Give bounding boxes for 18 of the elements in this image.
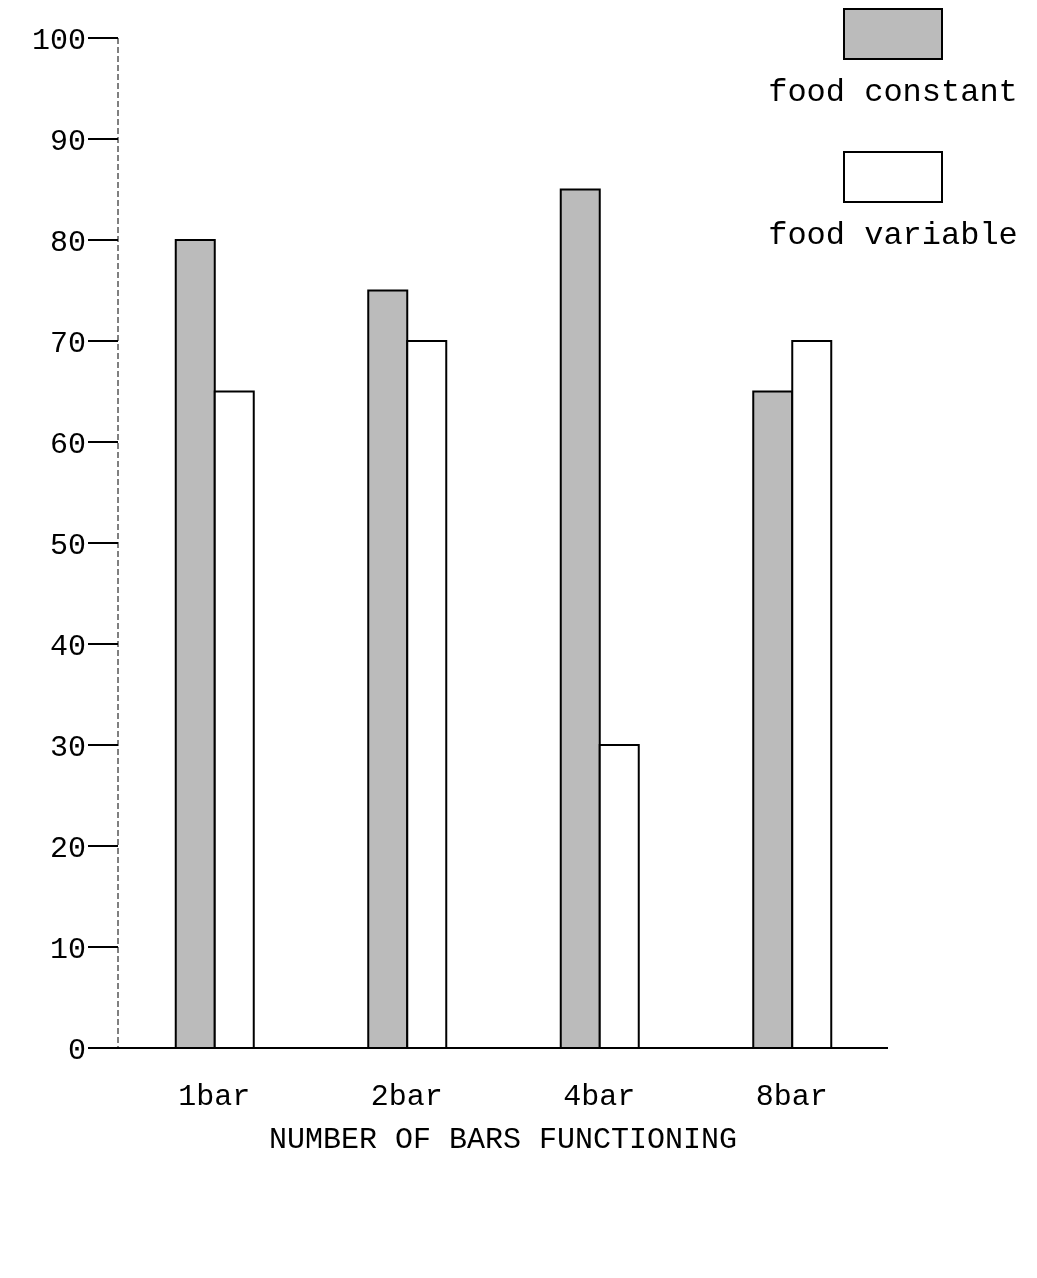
y-tick-label: 0 [67,1033,86,1068]
y-tick-label: 70 [49,326,86,361]
legend-label: food constant [768,74,1018,111]
y-tick-label: 50 [49,528,86,563]
x-tick-label: 2bar [370,1080,443,1115]
y-tick-label: 20 [49,831,86,866]
y-tick-label: 90 [49,124,86,159]
y-tick-label: 30 [49,730,86,765]
x-tick-label: 8bar [755,1080,828,1115]
y-tick-label: 60 [49,427,86,462]
x-tick-label: 1bar [178,1080,251,1115]
y-tick-label: 100 [31,23,86,58]
y-tick-label: 80 [49,225,86,260]
y-tick-label: 10 [49,932,86,967]
x-axis-title: NUMBER OF BARS FUNCTIONING [268,1123,738,1157]
legend-label: food variable [768,217,1018,254]
x-tick-label: 4bar [563,1080,636,1115]
y-tick-label: 40 [49,629,86,664]
